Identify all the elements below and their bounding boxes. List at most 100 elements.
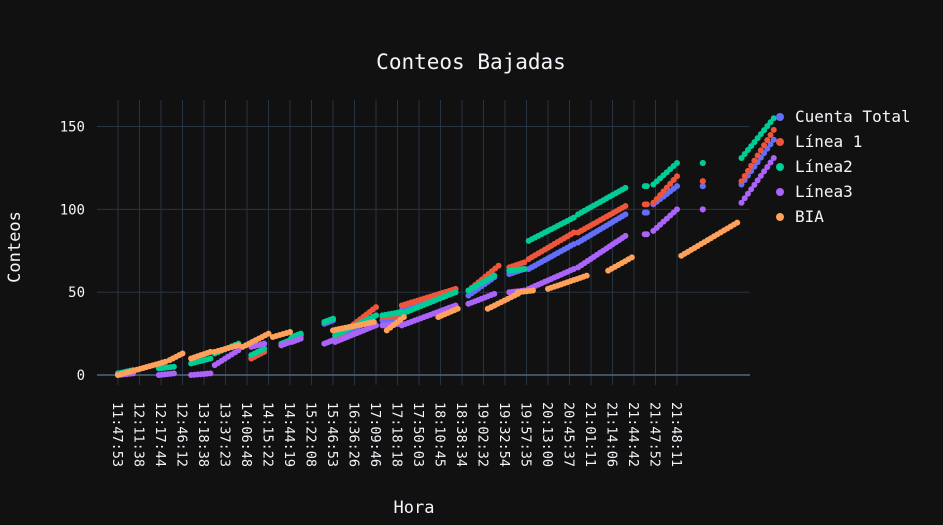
data-point [674,206,680,213]
data-point [674,183,680,190]
x-tick-label: 19:57:35 [518,402,534,467]
data-point [454,305,461,312]
legend-item-linea-1[interactable]: Línea 1 [776,129,911,154]
x-tick-label: 17:18:18 [389,402,405,467]
data-point [748,143,755,150]
y-tick-label: 0 [77,368,85,384]
data-point [207,355,214,362]
data-point [699,183,706,190]
data-point [287,328,293,335]
data-point [761,142,768,149]
data-point [297,335,304,342]
x-gridlines [117,100,678,385]
data-point [643,209,650,216]
x-tick-label: 12:17:44 [152,402,168,467]
data-point [491,272,498,279]
data-point [495,262,502,269]
data-point [529,287,536,294]
x-tick-label: 12:11:38 [131,402,147,467]
series-bia [115,219,741,379]
data-point [583,272,590,279]
data-point [738,154,745,161]
data-point [207,348,214,355]
legend-label: Línea 1 [795,132,863,151]
data-point [622,184,629,191]
data-point [622,232,629,239]
data-point [699,159,706,166]
data-point [770,154,777,161]
data-point [373,304,379,311]
data-point [622,203,629,210]
data-point [699,178,706,185]
data-point [738,199,745,206]
x-tick-label: 16:36:26 [346,402,362,467]
data-point [770,126,777,133]
data-point [370,319,377,326]
data-point [491,290,498,297]
legend-item-cuenta-total[interactable]: Cuenta Total [776,104,911,129]
x-tick-label: 20:13:00 [539,402,555,467]
x-tick-labels: 11:47:53 12:11:38 12:17:44 12:46:12 13:18:38… [109,402,684,467]
legend-label: Línea3 [795,182,853,201]
x-tick-label: 12:46:12 [174,402,190,467]
data-point [744,147,751,154]
legend-item-linea2[interactable]: Línea2 [776,154,911,179]
x-tick-label: 13:37:23 [217,402,233,467]
data-point [261,345,268,352]
data-point [622,211,629,218]
y-tick-labels: 0 50 100 150 [60,120,85,385]
x-tick-label: 19:02:32 [475,402,491,467]
legend-marker [776,137,784,146]
y-axis-label: Conteos [5,211,25,283]
data-point [767,159,774,166]
legend-item-linea3[interactable]: Línea3 [776,179,911,204]
x-tick-label: 14:06:48 [238,402,254,467]
data-point [748,162,755,169]
legend-marker [776,212,784,221]
data-point [674,173,680,180]
legend: Cuenta Total Línea 1 Línea2 Línea3 BIA [776,104,911,229]
legend-marker [776,187,784,196]
x-tick-label: 21:14:06 [604,402,620,467]
chart-title: Conteos Bajadas [376,50,566,74]
legend-marker [776,162,784,171]
data-point [265,330,272,337]
data-point [330,315,336,322]
legend-label: Línea2 [795,157,853,176]
x-tick-label: 21:44:42 [625,402,641,467]
data-point [767,131,774,138]
legend-label: Cuenta Total [795,107,911,126]
data-point [179,350,186,357]
x-tick-label: 17:50:03 [410,402,426,467]
data-point [744,167,751,174]
data-point [767,119,774,126]
legend-marker [776,112,784,121]
data-point [674,159,680,166]
data-point [744,190,751,197]
data-point [770,136,777,143]
data-point [770,115,777,122]
legend-item-bia[interactable]: BIA [776,204,911,229]
data-point [761,168,768,175]
data-point [297,330,304,337]
data-point [570,229,577,236]
data-points [115,115,777,379]
data-point [170,370,177,377]
x-tick-label: 14:44:19 [281,402,297,467]
data-point [628,254,635,261]
x-axis-label: Hora [394,498,435,518]
data-point [764,137,771,144]
y-tick-label: 100 [60,202,85,218]
data-point [741,173,748,180]
data-point [741,195,748,202]
data-point [521,259,528,266]
data-point [757,172,764,179]
data-point [754,135,761,142]
x-tick-label: 15:22:08 [303,402,319,467]
data-point [400,314,407,321]
x-tick-label: 11:47:53 [109,402,125,467]
y-tick-label: 150 [60,120,85,136]
x-tick-label: 18:38:34 [453,402,469,467]
data-point [699,206,706,213]
